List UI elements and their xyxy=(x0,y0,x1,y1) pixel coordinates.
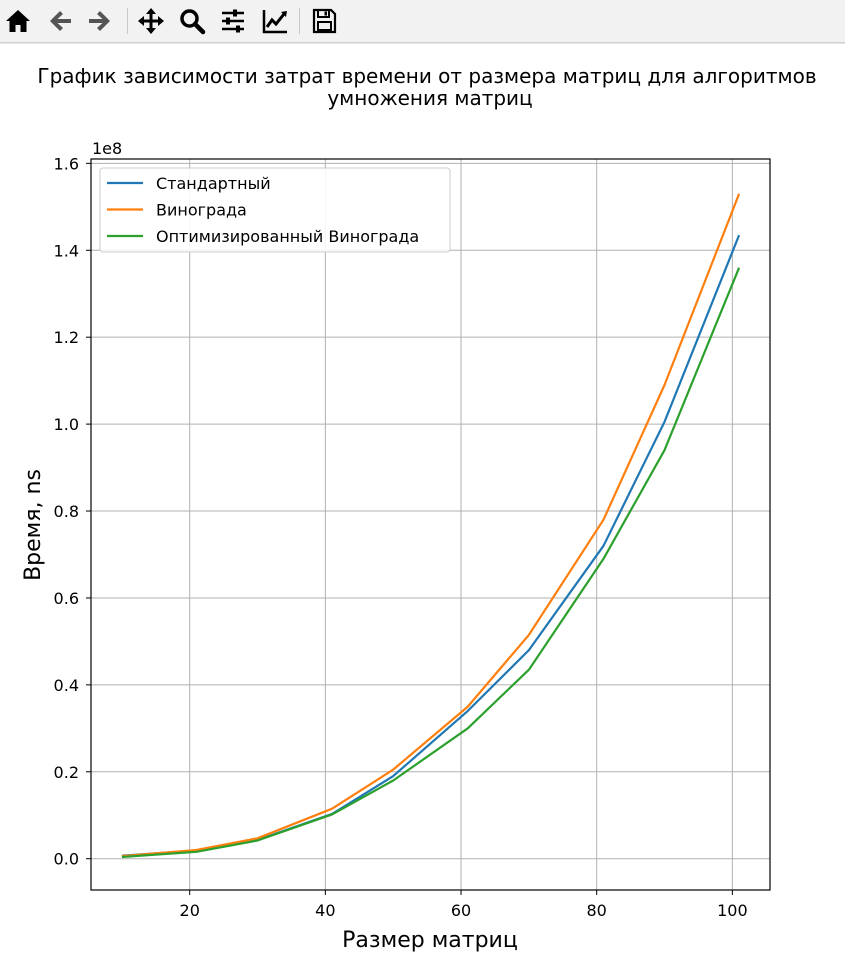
save-floppy-icon xyxy=(312,8,337,34)
legend-box xyxy=(99,167,451,253)
y-tick-label: 0.0 xyxy=(54,850,79,869)
legend-entry-0: Стандартный xyxy=(156,174,271,193)
y-tick-label: 1.0 xyxy=(54,415,79,434)
toolbar xyxy=(0,0,845,43)
series-lines xyxy=(121,193,741,859)
y-tick-label: 0.4 xyxy=(54,676,79,695)
zoom-button[interactable] xyxy=(175,4,209,38)
chart-title-line-1: График зависимости затрат времени от раз… xyxy=(37,64,816,88)
toolbar-separator xyxy=(299,8,300,34)
configure-subplots-button[interactable] xyxy=(216,4,250,38)
y-tick-label: 1.4 xyxy=(54,241,79,260)
edit-axes-button[interactable] xyxy=(258,4,292,38)
legend-entry-2: Оптимизированный Винограда xyxy=(156,227,419,246)
x-tick-label: 80 xyxy=(587,901,607,920)
legend: Стандартный Винограда Оптимизированный Вин… xyxy=(99,167,451,253)
x-axis-label: Размер матриц xyxy=(342,928,518,953)
pan-move-icon xyxy=(138,8,164,34)
axis-ticks: 20 40 60 80 100 0.0 0.2 0.4 0.6 0.8 1.0 1.2 1.4 1.6 xyxy=(54,154,748,920)
forward-arrow-icon xyxy=(89,11,110,31)
home-icon xyxy=(6,10,30,32)
series-line-1 xyxy=(121,193,741,858)
series-line-2 xyxy=(121,267,741,859)
zoom-magnifier-icon xyxy=(180,9,206,35)
x-tick-label: 20 xyxy=(180,901,200,920)
series-line-0 xyxy=(121,234,741,857)
plot-area-frame xyxy=(90,158,771,891)
configure-subplots-icon xyxy=(222,9,244,33)
pan-button[interactable] xyxy=(134,4,168,38)
back-button[interactable] xyxy=(43,4,77,38)
x-tick-label: 40 xyxy=(315,901,335,920)
edit-axes-icon xyxy=(262,10,287,34)
legend-entry-1: Винограда xyxy=(156,201,247,220)
chart-figure: График зависимости затрат времени от раз… xyxy=(21,64,817,953)
y-offset-label: 1e8 xyxy=(92,139,122,158)
y-tick-label: 0.8 xyxy=(54,502,79,521)
toolbar-separator xyxy=(127,8,128,34)
y-tick-label: 1.2 xyxy=(54,328,79,347)
grid xyxy=(91,159,770,890)
home-button[interactable] xyxy=(1,4,35,38)
forward-button[interactable] xyxy=(83,4,117,38)
save-button[interactable] xyxy=(307,4,341,38)
y-tick-label: 0.2 xyxy=(54,763,79,782)
x-tick-label: 100 xyxy=(717,901,748,920)
x-tick-label: 60 xyxy=(451,901,471,920)
y-tick-label: 0.6 xyxy=(54,589,79,608)
chart-title-line-2: умножения матриц xyxy=(327,86,532,110)
y-axis-label: Время, ns xyxy=(21,469,46,581)
back-arrow-icon xyxy=(50,11,71,31)
y-tick-label: 1.6 xyxy=(54,154,79,173)
